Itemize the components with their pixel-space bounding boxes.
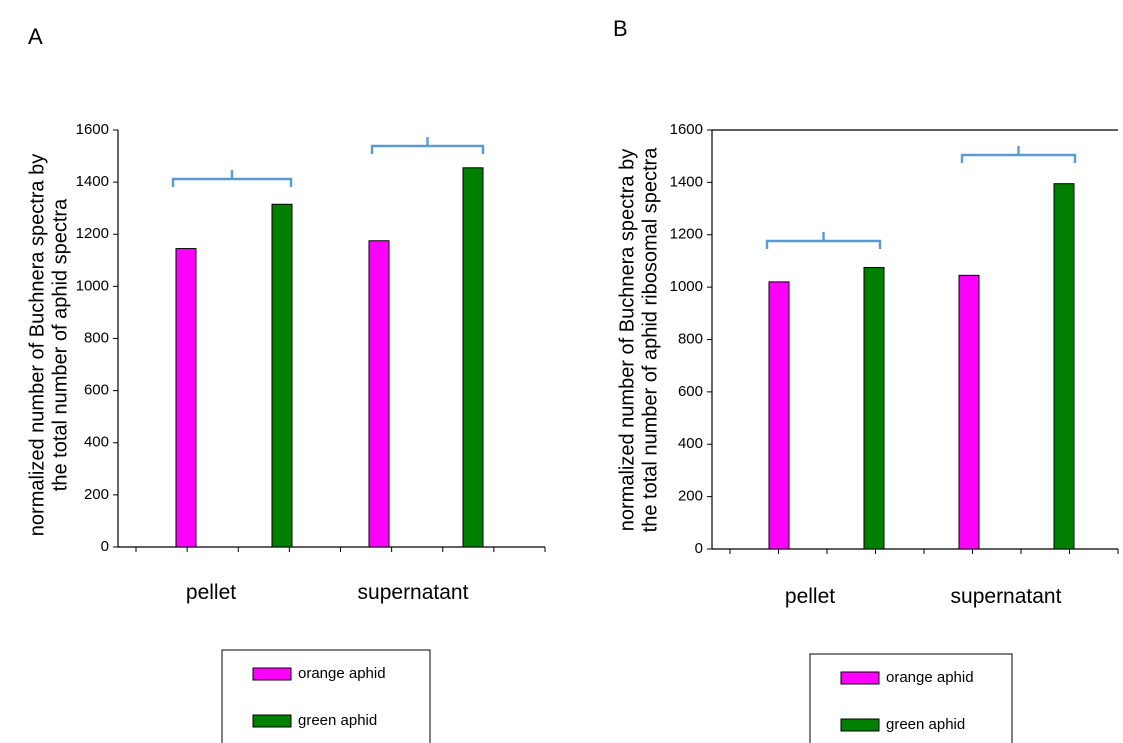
legend-swatch-orange-aphid [840, 671, 880, 685]
y-tick-label: 1200 [670, 226, 703, 243]
legend-label-orange-aphid: orange aphid [886, 669, 974, 686]
bar-orange-aphid-pellet [768, 281, 790, 550]
y-tick-label: 0 [695, 540, 703, 557]
y-tick-label: 400 [678, 435, 703, 452]
legend-box [221, 649, 431, 743]
bar-green-aphid-pellet [863, 266, 885, 550]
legend-swatch-green-aphid [252, 714, 292, 728]
category-label-pellet: pellet [186, 581, 236, 604]
bar-orange-aphid-supernatant [958, 274, 980, 550]
legend-swatch-green-aphid [840, 718, 880, 732]
comparison-bracket [960, 146, 1077, 163]
legend-label-green-aphid: green aphid [298, 712, 377, 729]
bar-green-aphid-pellet [271, 203, 293, 548]
bar-green-aphid-supernatant [462, 167, 484, 548]
y-tick-label: 1600 [670, 121, 703, 138]
category-label-supernatant: supernatant [951, 585, 1062, 608]
category-label-supernatant: supernatant [358, 581, 469, 604]
panel-label: B [613, 16, 628, 41]
bar-orange-aphid-pellet [175, 248, 197, 548]
panel-label: A [28, 24, 43, 49]
y-axis-label: the total number of aphid ribosomal spec… [639, 147, 661, 533]
bar-orange-aphid-supernatant [368, 240, 390, 548]
y-tick-label: 800 [678, 330, 703, 347]
y-tick-label: 400 [84, 434, 109, 451]
comparison-bracket [765, 232, 882, 249]
legend-swatch-orange-aphid [252, 667, 292, 681]
y-tick-label: 1400 [76, 173, 109, 190]
y-tick-label: 1000 [670, 278, 703, 295]
y-tick-label: 800 [84, 329, 109, 346]
y-tick-label: 200 [678, 488, 703, 505]
y-tick-label: 1400 [670, 173, 703, 190]
y-tick-label: 1000 [76, 277, 109, 294]
chart-panel-a: A 0 200 400 600 800 1000 1200 1400 1600 pellet supe… [26, 24, 546, 743]
bar-green-aphid-supernatant [1053, 183, 1075, 550]
y-tick-label: 0 [101, 538, 109, 555]
comparison-bracket [370, 137, 485, 154]
chart-panel-b: B 0 200 400 600 800 1000 1200 1400 1600 pellet supe… [613, 16, 1119, 743]
y-axis-label: normalized number of Buchnera spectra by [26, 154, 48, 536]
y-tick-label: 600 [678, 383, 703, 400]
y-tick-label: 200 [84, 486, 109, 503]
y-axis-label: normalized number of Buchnera spectra by [616, 149, 638, 531]
legend-label-orange-aphid: orange aphid [298, 665, 386, 682]
legend-label-green-aphid: green aphid [886, 716, 965, 733]
y-axis-label: the total number of aphid spectra [49, 198, 71, 491]
y-tick-label: 1200 [76, 225, 109, 242]
comparison-bracket [171, 170, 293, 187]
y-tick-label: 600 [84, 382, 109, 399]
y-tick-label: 1600 [76, 121, 109, 138]
category-label-pellet: pellet [785, 585, 835, 608]
